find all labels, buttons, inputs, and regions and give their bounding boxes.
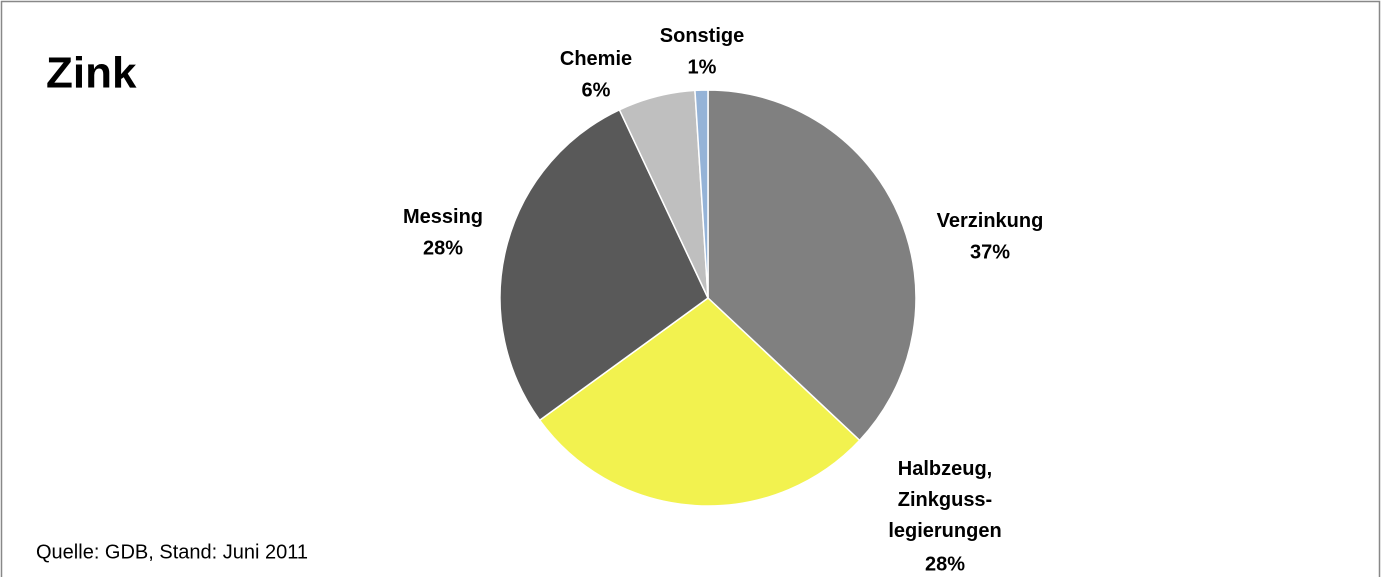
pie-slice bbox=[499, 108, 709, 422]
slice-label: Messing bbox=[403, 206, 483, 228]
chart-title: Zink bbox=[46, 49, 137, 98]
slice-label: Chemie bbox=[560, 48, 632, 70]
slice-value-label: 1% bbox=[688, 56, 717, 78]
slice-label: Sonstige bbox=[660, 25, 744, 47]
slice-label: Verzinkung bbox=[937, 210, 1044, 232]
slice-label: Halbzeug, Zinkguss-legierungen bbox=[888, 458, 1001, 542]
source-note: Quelle: GDB, Stand: Juni 2011 bbox=[36, 541, 308, 563]
slice-value-label: 28% bbox=[423, 237, 463, 259]
pie-slice bbox=[707, 89, 917, 442]
slice-value-label: 28% bbox=[925, 553, 965, 575]
pie-slice bbox=[538, 297, 861, 507]
pie-slice bbox=[694, 89, 709, 299]
slice-value-label: 6% bbox=[582, 79, 611, 101]
slice-value-label: 37% bbox=[970, 241, 1010, 263]
